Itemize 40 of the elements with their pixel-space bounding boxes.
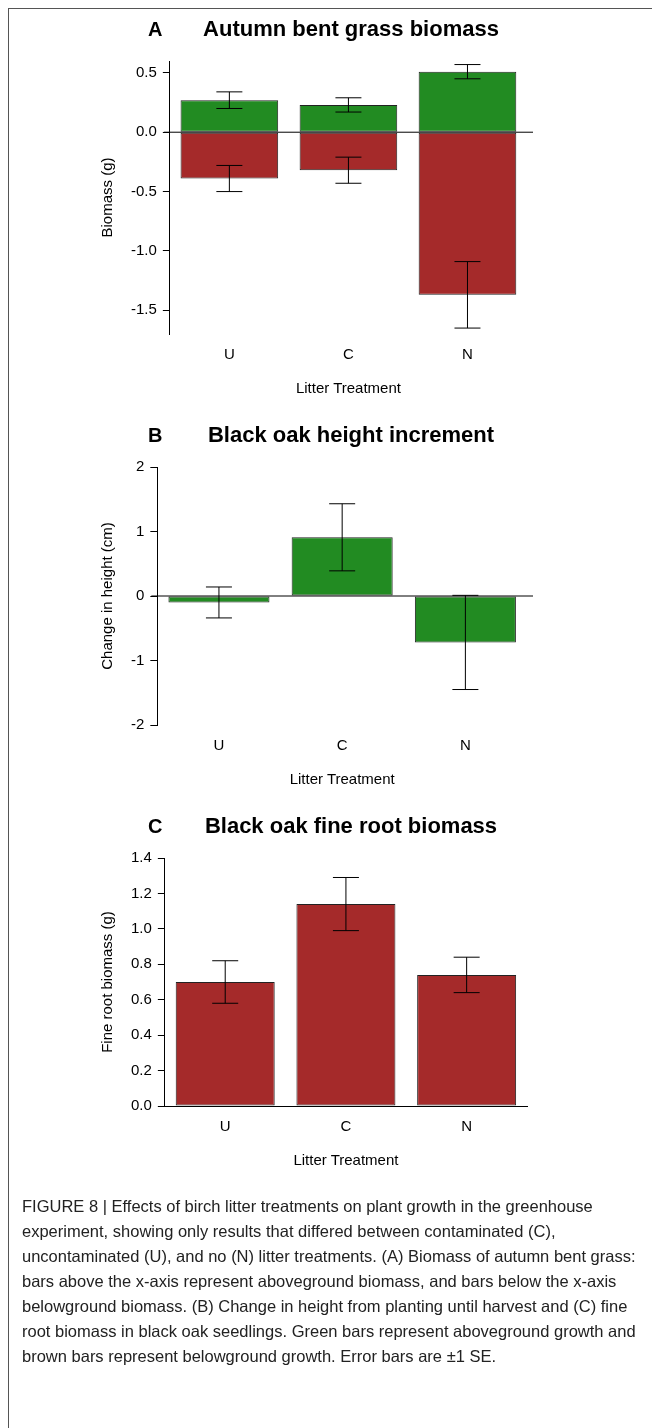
y-tick-label: 1.2 <box>130 883 152 901</box>
x-tick-label: C <box>343 345 354 363</box>
x-tick-label: N <box>462 345 473 363</box>
y-tick-label: -1.5 <box>130 300 157 318</box>
text: A <box>148 18 163 41</box>
y-tick-label: 0.0 <box>135 122 157 140</box>
y-tick-label: 0.8 <box>130 954 152 972</box>
y-tick-label: -0.5 <box>130 181 157 199</box>
y-tick-label: 0.6 <box>130 989 152 1007</box>
x-tick-label: C <box>340 1117 352 1135</box>
y-tick-label: 0.5 <box>135 63 157 81</box>
x-tick-label: U <box>213 736 225 754</box>
chart-title: Black oak height increment <box>207 422 495 447</box>
x-axis-title: Litter Treatment <box>295 379 402 397</box>
x-tick-label: N <box>461 1117 473 1135</box>
caption: FIGURE 8 | Effects of birch litter treatments on plant growth in the greenhouse experiment, showing only results that differed between contaminated (C), uncontaminated (U), and no (N) litter treatments. (A) Biomass of autumn bent grass: bars above the x-axis represent aboveground biomass, and bars below the x-axis belowground biomass. (B) Change in height from planting until harvest and (C) fine root biomass in black oak seedlings. Green bars represent aboveground growth and brown bars represent belowground growth. Error bars are ±1 SE. <box>21 1196 637 1367</box>
y-tick-label: 1 <box>135 521 145 539</box>
x-axis-title: Litter Treatment <box>289 770 396 788</box>
y-tick-label: 2 <box>135 457 145 475</box>
y-tick-label: 0.4 <box>130 1025 152 1043</box>
chart-title: Autumn bent grass biomass <box>203 16 499 41</box>
y-tick-label: -1 <box>130 650 145 668</box>
y-axis-title: Fine root biomass (g) <box>98 911 116 1053</box>
y-tick-label: 1.0 <box>130 919 152 936</box>
y-tick-label: 0.0 <box>130 1096 152 1114</box>
x-tick-label: U <box>223 345 235 363</box>
y-tick-label: 0 <box>135 586 145 604</box>
chart-title: Black oak fine root biomass <box>204 813 498 838</box>
y-tick-label: -1.0 <box>130 241 157 259</box>
x-tick-label: U <box>219 1117 231 1135</box>
y-tick-label: 1.4 <box>130 848 152 866</box>
y-tick-label: -2 <box>130 715 145 733</box>
y-tick-label: 0.2 <box>130 1060 152 1078</box>
text: B <box>148 424 163 447</box>
x-tick-label: N <box>459 736 471 754</box>
text: C <box>148 815 163 838</box>
y-axis-title: Biomass (g) <box>98 157 116 238</box>
x-axis-title: Litter Treatment <box>293 1151 400 1169</box>
y-axis-title: Change in height (cm) <box>98 522 116 670</box>
x-tick-label: C <box>336 736 348 754</box>
